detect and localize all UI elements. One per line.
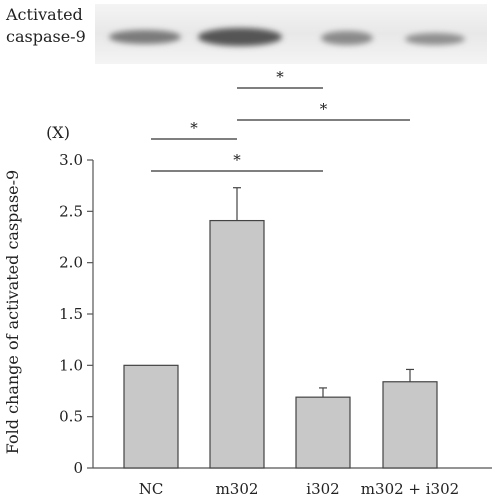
y-tick-label: 0	[73, 459, 83, 477]
x-tick-label: m302	[216, 480, 259, 498]
bar-1	[209, 219, 265, 469]
y-tick-label: 3.0	[59, 151, 83, 169]
blot-label-line1: Activated	[6, 5, 83, 24]
significance-star-0: *	[276, 68, 284, 86]
y-unit-label: (X)	[46, 123, 70, 142]
y-axis-label: Fold change of activated caspase-9	[3, 170, 22, 454]
western-blot-bands	[95, 4, 487, 64]
blot-band-i302	[321, 31, 373, 45]
bar-3	[382, 381, 438, 469]
y-tick-label: 2.5	[59, 202, 83, 220]
western-blot-image	[95, 4, 487, 64]
x-tick-label: NC	[139, 480, 164, 498]
blot-band-m302-i302	[405, 33, 465, 45]
bar-0	[123, 364, 179, 469]
y-tick-label: 2.0	[59, 254, 83, 272]
blot-label-line2: caspase-9	[6, 27, 86, 46]
significance-brackets: * * * *	[151, 68, 410, 172]
x-tick-labels: NC m302 i302 m302 + i302	[139, 480, 460, 498]
blot-band-m302	[198, 28, 282, 46]
y-ticks: 0 0.5 1.0 1.5 2.0 2.5 3.0	[59, 151, 93, 477]
y-tick-label: 1.5	[59, 305, 83, 323]
x-tick-label: m302 + i302	[361, 480, 459, 498]
significance-star-3: *	[233, 151, 241, 169]
significance-star-1: *	[320, 100, 328, 118]
blot-label: Activated caspase-9	[6, 4, 86, 48]
y-tick-label: 1.0	[59, 356, 83, 374]
y-tick-label: 0.5	[59, 408, 83, 426]
significance-star-2: *	[190, 119, 198, 137]
blot-band-nc	[109, 30, 181, 44]
bars	[123, 187, 438, 469]
x-tick-label: i302	[306, 480, 339, 498]
bar-2	[295, 396, 351, 469]
